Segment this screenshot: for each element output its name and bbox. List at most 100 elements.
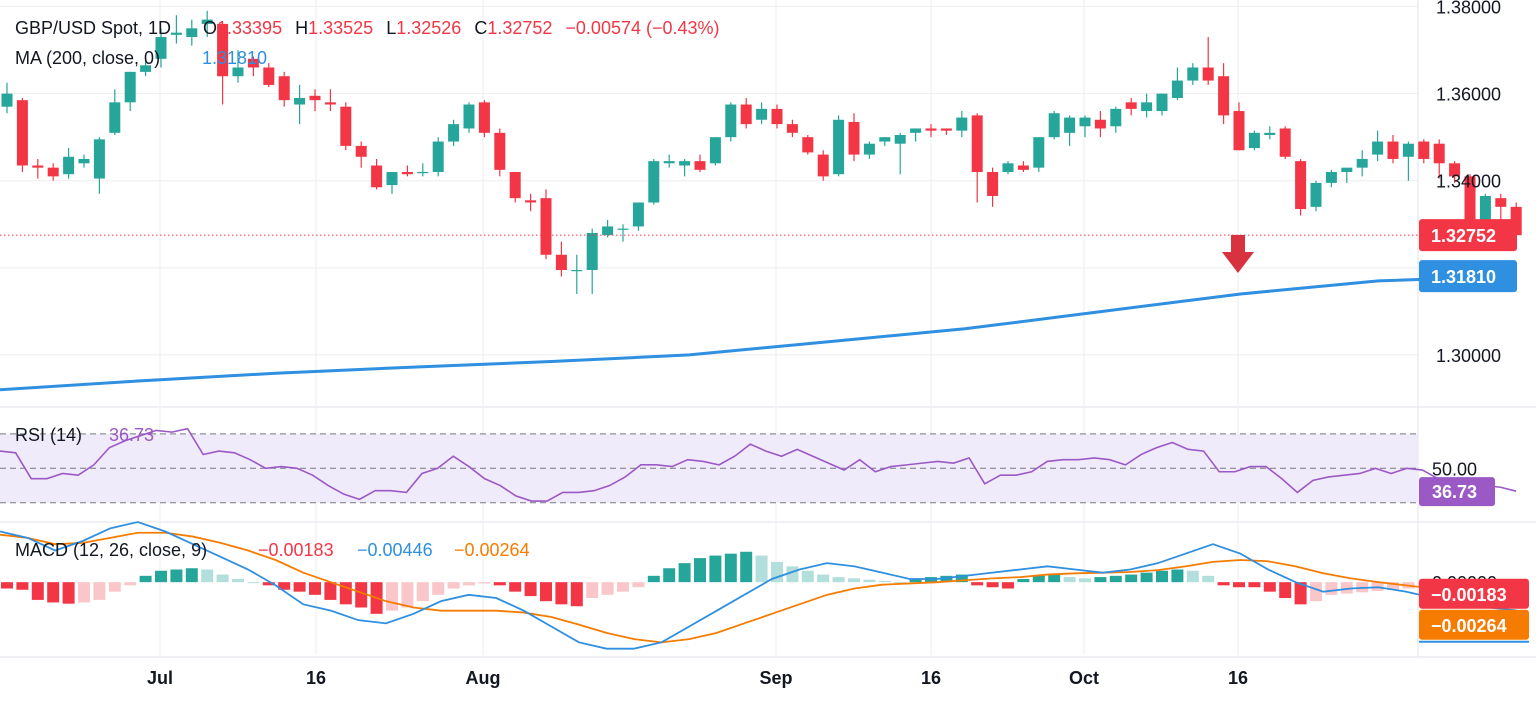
candle-body[interactable] bbox=[509, 172, 521, 199]
macd-pane[interactable] bbox=[0, 521, 1517, 650]
candle-body[interactable] bbox=[602, 226, 614, 236]
candle-body[interactable] bbox=[1356, 158, 1368, 168]
candle-body[interactable] bbox=[848, 121, 860, 155]
candle-body[interactable] bbox=[1033, 137, 1045, 168]
candle-body[interactable] bbox=[802, 137, 814, 153]
candle-body[interactable] bbox=[1125, 102, 1137, 109]
candle-body[interactable] bbox=[555, 254, 567, 270]
candle-body[interactable] bbox=[617, 228, 629, 230]
candle-body[interactable] bbox=[448, 124, 460, 142]
candle-body[interactable] bbox=[232, 67, 244, 77]
candle-body[interactable] bbox=[1279, 128, 1291, 157]
candle-body[interactable] bbox=[1064, 117, 1076, 133]
candle-body[interactable] bbox=[971, 115, 983, 173]
candle-body[interactable] bbox=[1464, 176, 1476, 225]
candle-body[interactable] bbox=[786, 124, 798, 133]
candle-body[interactable] bbox=[1048, 113, 1060, 138]
candle-body[interactable] bbox=[124, 71, 136, 103]
candle-body[interactable] bbox=[987, 172, 999, 196]
candle-body[interactable] bbox=[1341, 167, 1353, 173]
candle-body[interactable] bbox=[709, 137, 721, 164]
candle-body[interactable] bbox=[1233, 111, 1245, 151]
candle-body[interactable] bbox=[525, 200, 537, 203]
candle-body[interactable] bbox=[1495, 198, 1507, 207]
candle-body[interactable] bbox=[1079, 117, 1091, 127]
candle-body[interactable] bbox=[725, 104, 737, 138]
candle-body[interactable] bbox=[879, 137, 891, 142]
candle-body[interactable] bbox=[309, 95, 321, 101]
candle-body[interactable] bbox=[16, 100, 28, 166]
candle-body[interactable] bbox=[940, 128, 952, 131]
candle-body[interactable] bbox=[294, 97, 306, 105]
candle-body[interactable] bbox=[1002, 163, 1014, 173]
candle-body[interactable] bbox=[1017, 165, 1029, 170]
candle-body[interactable] bbox=[910, 128, 922, 133]
candle-body[interactable] bbox=[324, 102, 336, 105]
candle-body[interactable] bbox=[278, 76, 290, 101]
candle-body[interactable] bbox=[155, 37, 167, 59]
candle-body[interactable] bbox=[247, 58, 259, 68]
candle-body[interactable] bbox=[894, 135, 906, 144]
candle-body[interactable] bbox=[1387, 141, 1399, 159]
candle-body[interactable] bbox=[1325, 172, 1337, 183]
candle-body[interactable] bbox=[63, 156, 75, 175]
candle-body[interactable] bbox=[648, 161, 660, 203]
candle-body[interactable] bbox=[1433, 143, 1445, 164]
candle-body[interactable] bbox=[1310, 182, 1322, 207]
candle-body[interactable] bbox=[47, 167, 59, 177]
candle-body[interactable] bbox=[1479, 195, 1491, 223]
candle-body[interactable] bbox=[1264, 132, 1276, 135]
candle-body[interactable] bbox=[1187, 67, 1199, 81]
candle-body[interactable] bbox=[1218, 76, 1230, 116]
candle-body[interactable] bbox=[663, 161, 675, 164]
candle-body[interactable] bbox=[494, 132, 506, 170]
candle-body[interactable] bbox=[1202, 67, 1214, 81]
candle-body[interactable] bbox=[93, 139, 105, 179]
candle-body[interactable] bbox=[1402, 143, 1414, 157]
candle-body[interactable] bbox=[1, 93, 13, 107]
candle-body[interactable] bbox=[432, 141, 444, 173]
candle-body[interactable] bbox=[1248, 132, 1260, 149]
candle-body[interactable] bbox=[1372, 141, 1384, 155]
candle-body[interactable] bbox=[679, 161, 691, 166]
candle-body[interactable] bbox=[263, 67, 275, 85]
candle-body[interactable] bbox=[740, 104, 752, 125]
candle-body[interactable] bbox=[109, 102, 121, 133]
candle-body[interactable] bbox=[140, 65, 152, 72]
candle-body[interactable] bbox=[217, 23, 229, 77]
candle-body[interactable] bbox=[417, 172, 429, 174]
candle-body[interactable] bbox=[463, 104, 475, 129]
candle-body[interactable] bbox=[1094, 119, 1106, 129]
candle-body[interactable] bbox=[863, 143, 875, 155]
candle-body[interactable] bbox=[1156, 93, 1168, 112]
candle-body[interactable] bbox=[817, 154, 829, 177]
candle-body[interactable] bbox=[956, 117, 968, 131]
candle-body[interactable] bbox=[632, 202, 644, 227]
candle-body[interactable] bbox=[355, 145, 367, 157]
candle-body[interactable] bbox=[201, 19, 213, 24]
candle-body[interactable] bbox=[586, 232, 598, 270]
candle-body[interactable] bbox=[771, 108, 783, 125]
rsi-pane[interactable] bbox=[0, 427, 1517, 504]
candle-body[interactable] bbox=[1418, 141, 1430, 159]
candle-body[interactable] bbox=[1110, 108, 1122, 127]
candle-body[interactable] bbox=[925, 128, 937, 131]
candle-body[interactable] bbox=[1171, 80, 1183, 98]
candle-body[interactable] bbox=[571, 270, 583, 272]
candle-body[interactable] bbox=[371, 165, 383, 188]
candle-body[interactable] bbox=[386, 172, 398, 186]
candle-body[interactable] bbox=[186, 28, 198, 38]
candle-body[interactable] bbox=[401, 172, 413, 175]
candle-body[interactable] bbox=[756, 108, 768, 120]
candle-body[interactable] bbox=[694, 161, 706, 170]
candle-body[interactable] bbox=[340, 106, 352, 146]
candle-body[interactable] bbox=[478, 102, 490, 133]
candle-body[interactable] bbox=[833, 119, 845, 175]
candle-body[interactable] bbox=[170, 32, 182, 35]
candle-body[interactable] bbox=[1295, 161, 1307, 210]
candle-body[interactable] bbox=[1141, 102, 1153, 112]
candle-body[interactable] bbox=[78, 158, 90, 164]
candle-body[interactable] bbox=[32, 165, 44, 168]
candle-body[interactable] bbox=[1449, 163, 1461, 177]
candle-body[interactable] bbox=[540, 198, 552, 255]
